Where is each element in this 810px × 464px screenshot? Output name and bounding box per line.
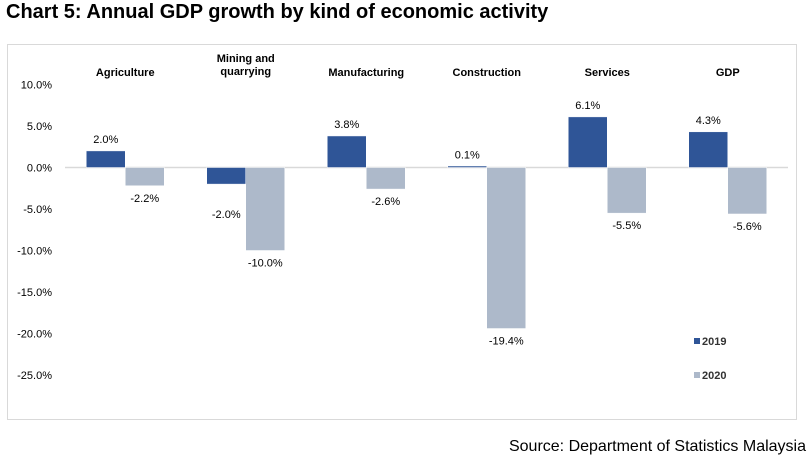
category-label: Services: [585, 67, 630, 79]
data-label: 4.3%: [696, 115, 721, 127]
y-tick-label: -20.0%: [17, 329, 52, 341]
bar-2020-agriculture: [125, 167, 165, 187]
data-label: -2.6%: [371, 196, 400, 208]
bar-2020-mining-and-quarrying: [245, 167, 285, 251]
y-tick-label: -5.0%: [23, 204, 52, 216]
y-tick-label: 10.0%: [21, 80, 52, 92]
data-label: 6.1%: [575, 100, 600, 112]
data-label: -19.4%: [489, 336, 524, 348]
legend-label-2020: 2020: [702, 370, 726, 382]
data-label: -2.0%: [212, 209, 241, 221]
data-label: -10.0%: [248, 258, 283, 270]
bar-2019-agriculture: [86, 150, 126, 168]
bar-2019-construction: [447, 165, 487, 168]
data-label: -5.5%: [612, 220, 641, 232]
category-label: quarrying: [220, 66, 271, 78]
data-label: 0.1%: [455, 150, 480, 162]
category-label: Agriculture: [96, 67, 155, 79]
y-tick-label: -15.0%: [17, 287, 52, 299]
bar-2019-manufacturing: [327, 135, 367, 168]
category-label: Construction: [453, 67, 522, 79]
bar-2019-services: [568, 116, 608, 168]
category-label: Manufacturing: [328, 67, 404, 79]
y-tick-label: 5.0%: [27, 121, 52, 133]
legend-swatch-2019: [694, 338, 700, 344]
legend-swatch-2020: [694, 372, 700, 378]
bar-2019-mining-and-quarrying: [206, 167, 246, 185]
y-tick-label: -25.0%: [17, 370, 52, 382]
data-label: 3.8%: [334, 119, 359, 131]
bar-2020-construction: [486, 167, 526, 329]
chart-frame: [7, 44, 797, 420]
chart-title: Chart 5: Annual GDP growth by kind of ec…: [6, 1, 549, 23]
y-tick-label: 0.0%: [27, 163, 52, 175]
data-label: -5.6%: [733, 221, 762, 233]
legend-label-2019: 2019: [702, 336, 726, 348]
category-label: GDP: [716, 67, 740, 79]
data-label: 2.0%: [93, 134, 118, 146]
bar-2020-gdp: [727, 167, 767, 215]
bar-2020-services: [607, 167, 647, 214]
category-label: Mining and: [217, 53, 275, 65]
y-tick-label: -10.0%: [17, 246, 52, 258]
source-note: Source: Department of Statistics Malaysi…: [508, 438, 806, 455]
data-label: -2.2%: [130, 193, 159, 205]
bar-2019-gdp: [688, 131, 728, 168]
bar-2020-manufacturing: [366, 167, 406, 190]
